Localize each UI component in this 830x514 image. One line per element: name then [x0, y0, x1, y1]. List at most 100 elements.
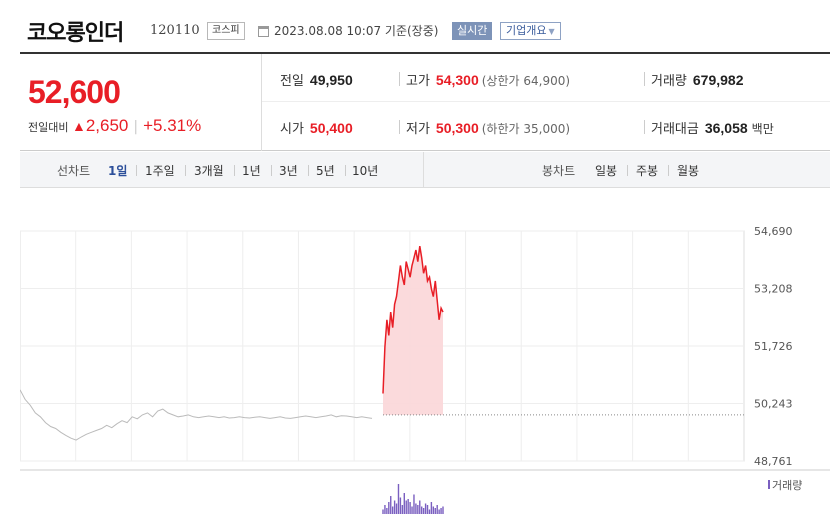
tab-1w[interactable]: 1주일: [145, 164, 175, 178]
volume-bar: [426, 505, 429, 514]
tab-1d[interactable]: 1일: [108, 164, 128, 178]
tab-daily[interactable]: 일봉: [595, 164, 618, 178]
volume-bar: [442, 506, 444, 514]
stock-name: 코오롱인더: [27, 21, 124, 46]
volume-bar: [395, 503, 398, 514]
volume-bar: [438, 509, 440, 514]
divider: [627, 165, 628, 176]
volume-bar: [386, 508, 388, 514]
y-axis-labels: 54,690 53,208 51,726 50,243 48,761: [754, 225, 793, 468]
tab-weekly[interactable]: 주봉: [636, 164, 659, 178]
volume-bar: [393, 500, 396, 514]
y-tick-label: 48,761: [754, 455, 793, 468]
high-label: 고가: [406, 74, 430, 89]
divider: [644, 72, 645, 86]
tab-1y[interactable]: 1년: [242, 164, 261, 178]
volume-bar: [399, 497, 402, 514]
open-cell: 시가 50,400: [280, 118, 353, 137]
prev-day-line: [20, 389, 373, 441]
divider: [644, 120, 645, 134]
volume-bar: [415, 503, 417, 514]
volume-cell: 거래량 679,982: [651, 70, 744, 89]
volume-bar: [419, 500, 421, 514]
chart-grid: [20, 230, 830, 471]
volume-bar: [413, 494, 415, 514]
lower-limit: (하한가 35,000): [481, 122, 571, 136]
volume-bars: [382, 484, 444, 514]
quote-panel: 52,600 전일대비 ▲2,650 | +5.31% 전일 49,950 고가 54,…: [20, 52, 830, 151]
low-label: 저가: [406, 122, 430, 137]
volume-bar: [405, 500, 407, 514]
divider: [308, 165, 309, 176]
diff-rate: +5.31%: [143, 116, 202, 135]
diff-value: 2,650: [85, 116, 129, 135]
volume-bar: [391, 506, 394, 514]
divider: [136, 165, 137, 176]
realtime-button[interactable]: 실시간: [452, 22, 493, 40]
chevron-down-icon: ▼: [548, 27, 555, 36]
info-row-1: 전일 49,950 고가 54,300 (상한가 64,900) 거래량 679,982: [262, 54, 830, 102]
volume-value: 679,982: [692, 72, 744, 88]
info-row-2: 시가 50,400 저가 50,300 (하한가 35,000) 거래대금 36,058…: [262, 102, 830, 150]
tab-5y[interactable]: 5년: [316, 164, 335, 178]
open-label: 시가: [280, 122, 304, 137]
volume-bar: [407, 499, 409, 514]
volume-bar: [390, 496, 392, 514]
trade-value-label: 거래대금: [651, 122, 699, 137]
y-tick-label: 50,243: [754, 398, 793, 411]
price-diff: 전일대비 ▲2,650 | +5.31%: [28, 116, 201, 136]
company-overview-button[interactable]: 기업개요 ▼: [500, 22, 561, 40]
volume-bar: [388, 502, 390, 514]
volume-bar: [440, 508, 442, 514]
upper-limit: (상한가 64,900): [481, 74, 571, 88]
trade-value: 36,058: [704, 120, 748, 136]
volume-bar: [434, 508, 436, 514]
volume-bar: [403, 493, 405, 514]
volume-bar: [417, 505, 419, 514]
high-value: 54,300: [435, 72, 479, 88]
candle-chart-label: 봉차트: [542, 164, 576, 178]
calendar-icon: [258, 26, 269, 37]
trade-value-unit: 백만: [751, 122, 774, 136]
divider: |: [133, 119, 139, 135]
tab-10y[interactable]: 10년: [352, 164, 379, 178]
volume-bar: [424, 503, 427, 514]
market-badge: 코스피: [207, 22, 245, 40]
volume-label: 거래량: [651, 74, 687, 89]
current-price: 52,600: [28, 74, 121, 110]
open-value: 50,400: [309, 120, 353, 136]
volume-bar: [401, 505, 404, 514]
volume-legend: 거래량: [772, 479, 802, 492]
today-series: [382, 245, 744, 416]
volume-legend-swatch: [768, 480, 770, 489]
tab-3y[interactable]: 3년: [279, 164, 298, 178]
chart-tabs: 선차트 1일 1주일 3개월 1년 3년 5년 10년 봉차트 일봉 주봉 월봉: [20, 152, 830, 188]
volume-bar: [409, 502, 411, 514]
quote-date: 2023.08.08 10:07 기준(장중): [274, 24, 439, 38]
volume-bar: [436, 505, 438, 514]
high-cell: 고가 54,300 (상한가 64,900): [406, 70, 570, 89]
divider: [668, 165, 669, 176]
y-tick-label: 51,726: [754, 340, 793, 353]
volume-bar: [411, 506, 413, 514]
tab-3m[interactable]: 3개월: [194, 164, 224, 178]
divider: [234, 165, 235, 176]
volume-bar: [382, 509, 384, 514]
tab-monthly[interactable]: 월봉: [677, 164, 700, 178]
today-area: [383, 246, 443, 415]
volume-bar: [428, 509, 431, 514]
volume-bar: [397, 484, 400, 514]
divider: [345, 165, 346, 176]
low-cell: 저가 50,300 (하한가 35,000): [406, 118, 570, 137]
volume-bar: [430, 502, 433, 514]
divider: [271, 165, 272, 176]
stock-code: 120110: [150, 23, 200, 38]
divider: [399, 120, 400, 134]
divider: [399, 72, 400, 86]
divider: [185, 165, 186, 176]
diff-label: 전일대비: [28, 121, 69, 134]
prev-close-label: 전일: [280, 74, 304, 89]
prev-close-value: 49,950: [309, 72, 353, 88]
low-value: 50,300: [435, 120, 479, 136]
line-chart-label: 선차트: [57, 164, 91, 178]
